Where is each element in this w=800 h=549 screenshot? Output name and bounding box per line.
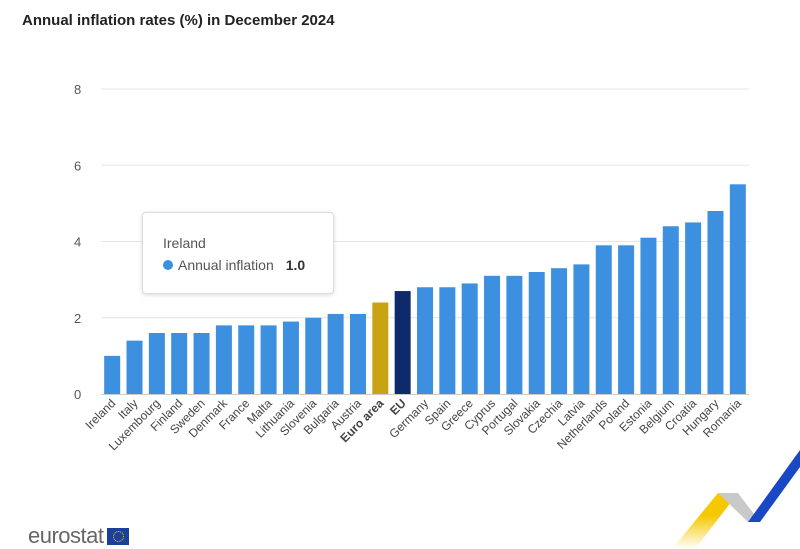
bar-belgium	[662, 226, 679, 394]
bar-sweden	[193, 333, 210, 394]
bar-finland	[171, 333, 188, 394]
bar-spain	[439, 287, 456, 394]
x-tick-label: Ireland	[82, 396, 118, 432]
bar-france	[238, 325, 255, 394]
bar-germany	[417, 287, 433, 394]
y-tick-label: 8	[74, 82, 81, 97]
tooltip-value: 1.0	[285, 257, 306, 273]
bar-netherlands	[595, 245, 612, 394]
y-tick-label: 0	[74, 387, 81, 402]
bar-luxembourg	[148, 333, 165, 394]
bar-bulgaria	[327, 313, 344, 394]
bar-malta	[260, 325, 277, 394]
bar-denmark	[215, 325, 232, 394]
logo-text: eurostat	[28, 523, 104, 548]
bar-portugal	[506, 275, 523, 394]
bar-italy	[126, 340, 143, 394]
bar-slovakia	[528, 272, 545, 394]
bar-slovenia	[305, 317, 322, 394]
bar-cyprus	[484, 275, 501, 394]
bar-latvia	[573, 264, 590, 394]
bar-austria	[349, 313, 366, 394]
y-tick-label: 4	[74, 235, 81, 250]
bar-poland	[618, 245, 635, 394]
eurostat-logo: eurostat	[28, 523, 129, 549]
tooltip: Ireland Annual inflation 1.0	[142, 212, 334, 294]
bar-czechia	[551, 268, 568, 394]
series-dot-icon	[163, 260, 173, 270]
bar-croatia	[685, 222, 702, 394]
tooltip-category: Ireland	[163, 235, 206, 251]
bar-lithuania	[282, 321, 299, 394]
bar-euro-area	[372, 302, 389, 394]
bar-eu	[394, 291, 411, 394]
eu-flag-icon	[106, 527, 129, 545]
bar-greece	[461, 283, 478, 394]
y-tick-label: 2	[74, 311, 81, 326]
bar-hungary	[707, 211, 724, 394]
bar-estonia	[640, 237, 657, 394]
tooltip-series: Annual inflation	[178, 257, 274, 273]
y-tick-label: 6	[74, 158, 81, 173]
bar-romania	[729, 184, 746, 394]
bar-ireland	[104, 355, 121, 394]
chart-title: Annual inflation rates (%) in December 2…	[22, 12, 335, 29]
